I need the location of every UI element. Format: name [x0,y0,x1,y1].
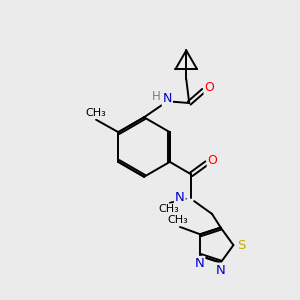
Text: CH₃: CH₃ [167,215,188,225]
Text: CH₃: CH₃ [158,204,179,214]
Text: N: N [216,264,226,277]
Text: S: S [238,238,246,252]
Text: N: N [195,257,204,270]
Text: N: N [163,92,172,105]
Text: N: N [175,191,185,204]
Text: O: O [208,154,218,166]
Text: H: H [152,90,161,103]
Text: CH₃: CH₃ [85,108,106,118]
Text: O: O [205,81,214,94]
